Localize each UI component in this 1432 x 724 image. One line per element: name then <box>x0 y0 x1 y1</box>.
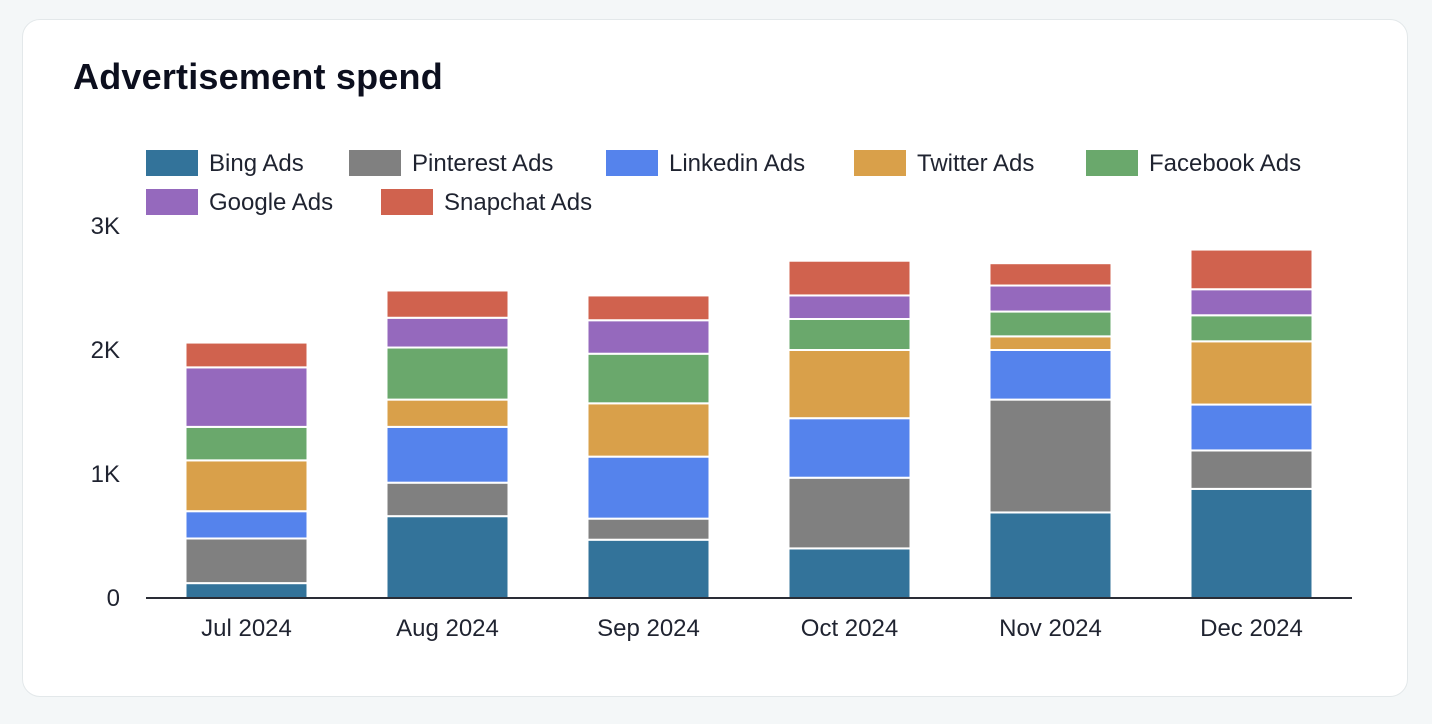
bar-segment-twitter-ads-dec-2024 <box>1189 340 1314 406</box>
legend-swatch-facebook-ads <box>1086 150 1138 176</box>
bar-segment-pinterest-ads-nov-2024 <box>988 398 1113 514</box>
legend-swatch-google-ads <box>146 189 198 215</box>
legend-label-linkedin-ads: Linkedin Ads <box>669 150 805 177</box>
y-tick-label: 1K <box>91 461 120 488</box>
bar-segment-bing-ads-jul-2024 <box>184 582 309 599</box>
bar-segment-twitter-ads-sep-2024 <box>586 402 711 458</box>
legend-label-snapchat-ads: Snapchat Ads <box>444 189 592 216</box>
legend-label-pinterest-ads: Pinterest Ads <box>412 150 553 177</box>
legend-swatch-bing-ads <box>146 150 198 176</box>
bar-segment-linkedin-ads-nov-2024 <box>988 349 1113 401</box>
bar-segment-bing-ads-nov-2024 <box>988 511 1113 599</box>
y-tick-label: 3K <box>91 213 120 240</box>
bar-segment-google-ads-dec-2024 <box>1189 288 1314 317</box>
bar-segment-pinterest-ads-sep-2024 <box>586 517 711 541</box>
bar-segment-bing-ads-sep-2024 <box>586 538 711 599</box>
bar-segment-pinterest-ads-oct-2024 <box>787 476 912 550</box>
bar-segment-google-ads-aug-2024 <box>385 316 510 349</box>
bar-segment-facebook-ads-dec-2024 <box>1189 314 1314 343</box>
bar-segment-twitter-ads-nov-2024 <box>988 335 1113 351</box>
bar-segment-twitter-ads-oct-2024 <box>787 349 912 420</box>
x-tick-label-jul-2024: Jul 2024 <box>201 615 292 642</box>
bar-segment-google-ads-oct-2024 <box>787 294 912 321</box>
bar-segment-google-ads-nov-2024 <box>988 284 1113 313</box>
bar-segment-linkedin-ads-jul-2024 <box>184 510 309 540</box>
bar-segment-bing-ads-aug-2024 <box>385 515 510 599</box>
bar-segment-pinterest-ads-jul-2024 <box>184 537 309 585</box>
bar-segment-facebook-ads-aug-2024 <box>385 346 510 401</box>
bar-segment-snapchat-ads-sep-2024 <box>586 294 711 322</box>
legend-label-twitter-ads: Twitter Ads <box>917 150 1034 177</box>
bar-segment-snapchat-ads-oct-2024 <box>787 259 912 297</box>
bar-segment-facebook-ads-nov-2024 <box>988 310 1113 338</box>
chart-title: Advertisement spend <box>73 56 443 97</box>
bar-segment-bing-ads-dec-2024 <box>1189 487 1314 600</box>
bar-segment-facebook-ads-sep-2024 <box>586 352 711 405</box>
y-tick-label: 2K <box>91 337 120 364</box>
x-tick-label-dec-2024: Dec 2024 <box>1200 615 1303 642</box>
bar-segment-linkedin-ads-sep-2024 <box>586 455 711 520</box>
bar-segment-linkedin-ads-aug-2024 <box>385 425 510 484</box>
bar-segment-google-ads-jul-2024 <box>184 366 309 428</box>
bar-segment-snapchat-ads-dec-2024 <box>1189 248 1314 291</box>
legend-swatch-twitter-ads <box>854 150 906 176</box>
y-tick-label: 0 <box>107 585 120 612</box>
x-tick-label-sep-2024: Sep 2024 <box>597 615 700 642</box>
bar-segment-facebook-ads-oct-2024 <box>787 318 912 351</box>
bar-segment-linkedin-ads-oct-2024 <box>787 417 912 479</box>
legend-label-google-ads: Google Ads <box>209 189 333 216</box>
bar-segment-linkedin-ads-dec-2024 <box>1189 403 1314 452</box>
legend-swatch-snapchat-ads <box>381 189 433 215</box>
bar-segment-facebook-ads-jul-2024 <box>184 425 309 462</box>
x-tick-label-aug-2024: Aug 2024 <box>396 615 499 642</box>
bar-segment-bing-ads-oct-2024 <box>787 547 912 600</box>
bar-segment-snapchat-ads-nov-2024 <box>988 262 1113 287</box>
x-tick-label-oct-2024: Oct 2024 <box>801 615 898 642</box>
legend-swatch-pinterest-ads <box>349 150 401 176</box>
bar-segment-snapchat-ads-aug-2024 <box>385 289 510 319</box>
bar-segment-pinterest-ads-aug-2024 <box>385 481 510 518</box>
bar-segment-google-ads-sep-2024 <box>586 319 711 355</box>
legend-label-facebook-ads: Facebook Ads <box>1149 150 1301 177</box>
legend-swatch-linkedin-ads <box>606 150 658 176</box>
bar-segment-twitter-ads-jul-2024 <box>184 459 309 513</box>
bar-segment-snapchat-ads-jul-2024 <box>184 341 309 369</box>
bar-segment-twitter-ads-aug-2024 <box>385 398 510 428</box>
legend-label-bing-ads: Bing Ads <box>209 150 304 177</box>
bar-segment-pinterest-ads-dec-2024 <box>1189 449 1314 490</box>
x-tick-label-nov-2024: Nov 2024 <box>999 615 1102 642</box>
